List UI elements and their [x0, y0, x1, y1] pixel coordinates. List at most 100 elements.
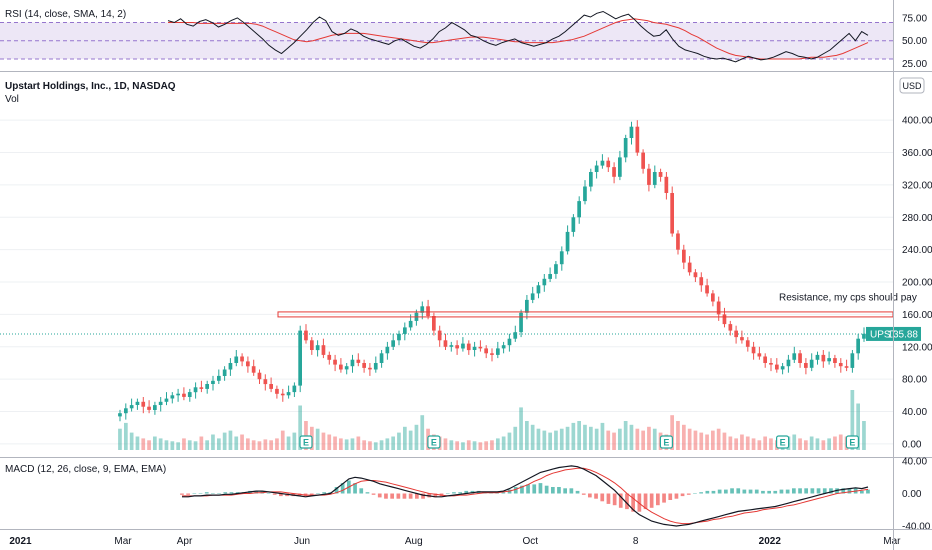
- earnings-marker-box: [775, 435, 790, 449]
- macd-histogram-bar: [575, 490, 580, 494]
- candle: [618, 150, 622, 181]
- macd-title: MACD (12, 26, close, 9, EMA, EMA): [5, 464, 166, 475]
- earnings-marker-label: E: [663, 438, 669, 448]
- candle: [751, 341, 756, 360]
- candle: [251, 359, 256, 376]
- macd-histogram-bar: [266, 493, 271, 494]
- candle-body: [722, 314, 727, 325]
- candle: [844, 359, 849, 372]
- earnings-marker-box: [427, 435, 441, 449]
- volume-bar: [449, 440, 454, 450]
- candle: [652, 165, 657, 189]
- candle: [368, 363, 372, 376]
- volume-bar: [850, 390, 855, 450]
- candle: [141, 397, 146, 414]
- candle-body: [222, 369, 227, 376]
- candle: [734, 325, 738, 344]
- time-tick-label: Oct: [523, 536, 539, 547]
- macd-histogram-bar: [402, 493, 407, 499]
- candle-body: [455, 345, 459, 349]
- macd-histogram-bar: [551, 487, 555, 494]
- macd-histogram-bar: [606, 493, 611, 504]
- candle: [176, 388, 180, 402]
- candle: [292, 382, 297, 397]
- volume-bar: [722, 432, 727, 450]
- candle: [641, 149, 645, 174]
- earnings-marker: E: [845, 435, 860, 449]
- earnings-marker-label: E: [849, 438, 855, 448]
- candle-body: [652, 172, 657, 185]
- macd-tick-label: 40.00: [902, 457, 927, 468]
- candle: [426, 299, 430, 320]
- candle-body: [757, 353, 762, 357]
- volume-bar: [833, 436, 837, 450]
- macd-histogram-bar: [520, 485, 524, 494]
- candle-body: [786, 359, 791, 367]
- candle-body: [304, 330, 308, 341]
- candle-body: [327, 354, 332, 360]
- candle: [275, 385, 279, 399]
- price-grid: [0, 119, 893, 445]
- volume-bar: [292, 432, 297, 450]
- volume-bar: [530, 424, 535, 450]
- volume-bar: [472, 441, 477, 450]
- candle: [856, 333, 860, 360]
- candle: [187, 388, 192, 402]
- candle-body: [437, 330, 442, 341]
- volume-bar: [687, 428, 692, 450]
- macd-histogram-bar: [773, 490, 778, 494]
- candle-body: [815, 354, 820, 360]
- candle: [449, 341, 454, 352]
- candle: [583, 180, 587, 205]
- volume-bar: [571, 422, 576, 450]
- volume-bar: [484, 441, 488, 450]
- candle: [228, 358, 233, 376]
- volume-bar: [501, 436, 506, 450]
- volume-bar: [129, 432, 134, 450]
- currency-badge[interactable]: USD: [899, 77, 925, 94]
- volume-bar: [676, 421, 680, 450]
- candle-body: [728, 324, 733, 331]
- macd-histogram-bar: [526, 484, 530, 494]
- macd-histogram-bar: [588, 493, 592, 498]
- candle: [147, 400, 151, 414]
- candle-body: [554, 264, 558, 274]
- macd-histogram-bar: [415, 493, 419, 499]
- candle: [670, 186, 674, 237]
- price-tick-label: 400.00: [902, 116, 932, 127]
- candle: [501, 341, 506, 354]
- volume-bar: [222, 432, 227, 450]
- candle: [246, 356, 250, 373]
- volume-bar: [118, 428, 122, 450]
- macd-histogram-bar: [272, 493, 277, 495]
- candle-body: [164, 398, 169, 402]
- candle: [833, 354, 837, 368]
- volume-bar: [612, 432, 616, 450]
- time-tick-label: 2022: [759, 536, 782, 547]
- volume-bar: [414, 424, 419, 450]
- candle-body: [705, 285, 709, 294]
- volume-bar: [763, 436, 767, 450]
- candle-body: [559, 251, 564, 265]
- volume-bar: [513, 426, 518, 450]
- candle: [740, 330, 744, 344]
- candle: [472, 341, 477, 357]
- macd-histogram-bar: [186, 493, 190, 495]
- candle: [682, 244, 686, 270]
- macd-pane: MACD (12, 26, close, 9, EMA, EMA) 40.00 0…: [5, 457, 931, 533]
- volume-bar: [217, 438, 221, 450]
- volume-bar: [379, 440, 384, 450]
- candle: [490, 348, 494, 362]
- volume-bar: [350, 438, 355, 450]
- volume-bar: [403, 426, 407, 450]
- volume-bar: [635, 428, 640, 450]
- volume-bar: [385, 438, 390, 450]
- volume-bar: [257, 441, 262, 450]
- macd-histogram-bar: [686, 493, 691, 495]
- candle-body: [443, 340, 448, 347]
- candle-body: [641, 152, 645, 169]
- volume-bar: [373, 442, 378, 450]
- macd-histogram-bar: [180, 493, 184, 495]
- candle-body: [716, 301, 721, 315]
- rsi-axis: 75.00 50.00 25.00: [902, 13, 927, 70]
